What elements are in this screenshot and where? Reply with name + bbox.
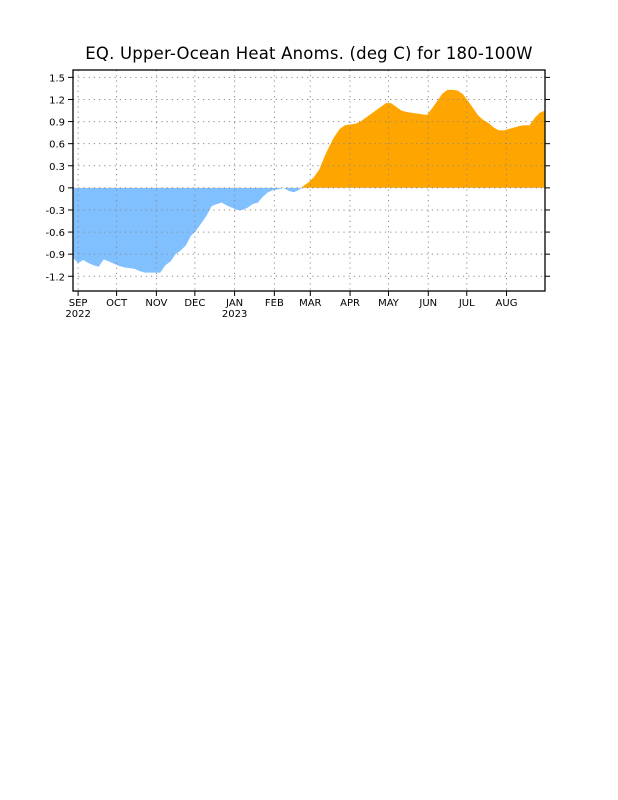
x-tick-label: APR <box>340 298 360 309</box>
y-tick-label: 0.6 <box>49 140 65 151</box>
x-tick-label: MAR <box>299 298 321 309</box>
chart-title: EQ. Upper-Ocean Heat Anoms. (deg C) for … <box>85 44 533 63</box>
x-tick-year-label: 2023 <box>222 309 247 320</box>
x-tick-label: JAN <box>225 298 243 309</box>
negative-anomaly-area <box>73 187 545 273</box>
y-tick-label: -1.2 <box>45 272 65 283</box>
y-tick-label: -0.6 <box>45 228 65 239</box>
x-tick-label: DEC <box>184 298 205 309</box>
x-tick-label: OCT <box>106 298 128 309</box>
x-tick-label: NOV <box>145 298 167 309</box>
x-tick-label: JUL <box>458 298 475 309</box>
x-tick-label: MAY <box>378 298 400 309</box>
y-tick-label: 1.2 <box>49 95 65 106</box>
y-tick-label: -0.3 <box>45 206 65 217</box>
y-tick-label: 0 <box>59 184 65 195</box>
x-tick-label: FEB <box>265 298 284 309</box>
y-tick-label: -0.9 <box>45 250 65 261</box>
x-tick-label: SEP <box>69 298 88 309</box>
x-tick-year-label: 2022 <box>65 309 90 320</box>
x-tick-label: JUN <box>418 298 437 309</box>
plot-frame <box>72 69 546 292</box>
positive-anomaly-area <box>301 89 545 188</box>
x-tick-label: AUG <box>496 298 518 309</box>
y-tick-label: 1.5 <box>49 73 65 84</box>
y-tick-label: 0.9 <box>49 118 65 129</box>
y-tick-label: 0.3 <box>49 162 65 173</box>
